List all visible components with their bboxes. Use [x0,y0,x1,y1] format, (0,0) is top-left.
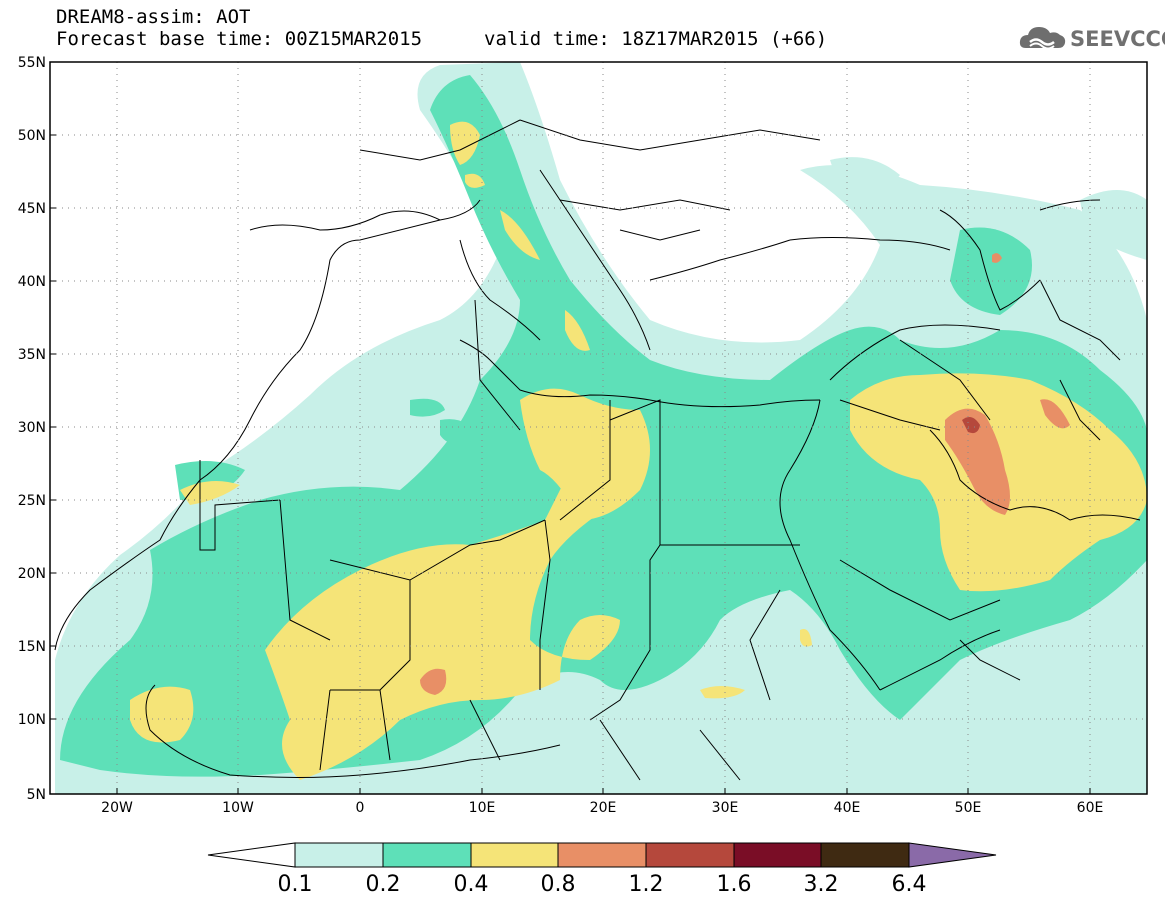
colorbar-segment-0-1 [294,842,384,868]
plot-frame [49,61,1148,795]
lat-label-20n: 20N [18,566,46,582]
colorbar-segment-0-2 [382,842,472,868]
colorbar-segment-0-4 [470,842,559,868]
seevccc-logo: SEEVCCC [1018,22,1165,56]
aot-band-0-8 [420,253,1070,695]
lat-label-50n: 50N [18,128,46,144]
lat-label-45n: 45N [18,201,46,217]
colorbar-label-1-2: 1.2 [628,872,664,897]
colorbar [207,842,997,868]
valid-time: valid time: 18Z17MAR2015 (+66) [484,28,828,50]
map-title: DREAM8-assim: AOT [56,6,251,28]
lon-label-50e: 50E [955,800,982,816]
lon-tick-labels: 20W 10W 0 10E 20E 30E 40E 50E 60E [101,800,1103,816]
lat-label-30n: 30N [18,420,46,436]
logo-text: SEEVCCC [1070,27,1165,51]
colorbar-label-0-4: 0.4 [453,872,489,897]
lat-label-35n: 35N [18,347,46,363]
lon-ticks [116,788,1091,794]
cloud-icon [1019,27,1066,50]
graticule [50,62,1147,794]
lon-label-0: 0 [356,800,365,816]
colorbar-label-3-2: 3.2 [803,872,839,897]
aot-shading [55,62,1147,794]
colorbar-label-6-4: 6.4 [891,872,927,897]
lon-label-20e: 20E [590,800,617,816]
colorbar-segment-0-8 [557,842,647,868]
lon-label-10e: 10E [469,800,496,816]
lon-label-40e: 40E [834,800,861,816]
colorbar-segment-3-2 [820,842,910,868]
colorbar-left-arrow [207,842,296,868]
lat-label-10n: 10N [18,712,46,728]
lat-label-15n: 15N [18,639,46,655]
colorbar-segment-1-2 [645,842,735,868]
colorbar-label-0-2: 0.2 [365,872,401,897]
colorbar-segment-1-6 [733,842,822,868]
lon-label-30e: 30E [712,800,739,816]
lat-label-5n: 5N [27,787,46,803]
lat-ticks [50,61,56,795]
lon-label-20w: 20W [101,800,133,816]
lon-label-60e: 60E [1077,800,1104,816]
lat-label-40n: 40N [18,274,46,290]
lat-tick-labels: 55N 50N 45N 40N 35N 30N 25N 20N 15N 10N … [18,55,46,803]
coastlines-and-borders [54,119,1141,781]
lat-label-55n: 55N [18,55,46,71]
lon-label-10w: 10W [222,800,254,816]
colorbar-label-0-1: 0.1 [277,872,313,897]
aot-band-1-2 [962,416,980,434]
forecast-base-time: Forecast base time: 00Z15MAR2015 [56,28,423,50]
colorbar-label-1-6: 1.6 [716,872,752,897]
colorbar-label-0-8: 0.8 [540,872,576,897]
colorbar-right-arrow [908,842,997,868]
lat-label-25n: 25N [18,493,46,509]
